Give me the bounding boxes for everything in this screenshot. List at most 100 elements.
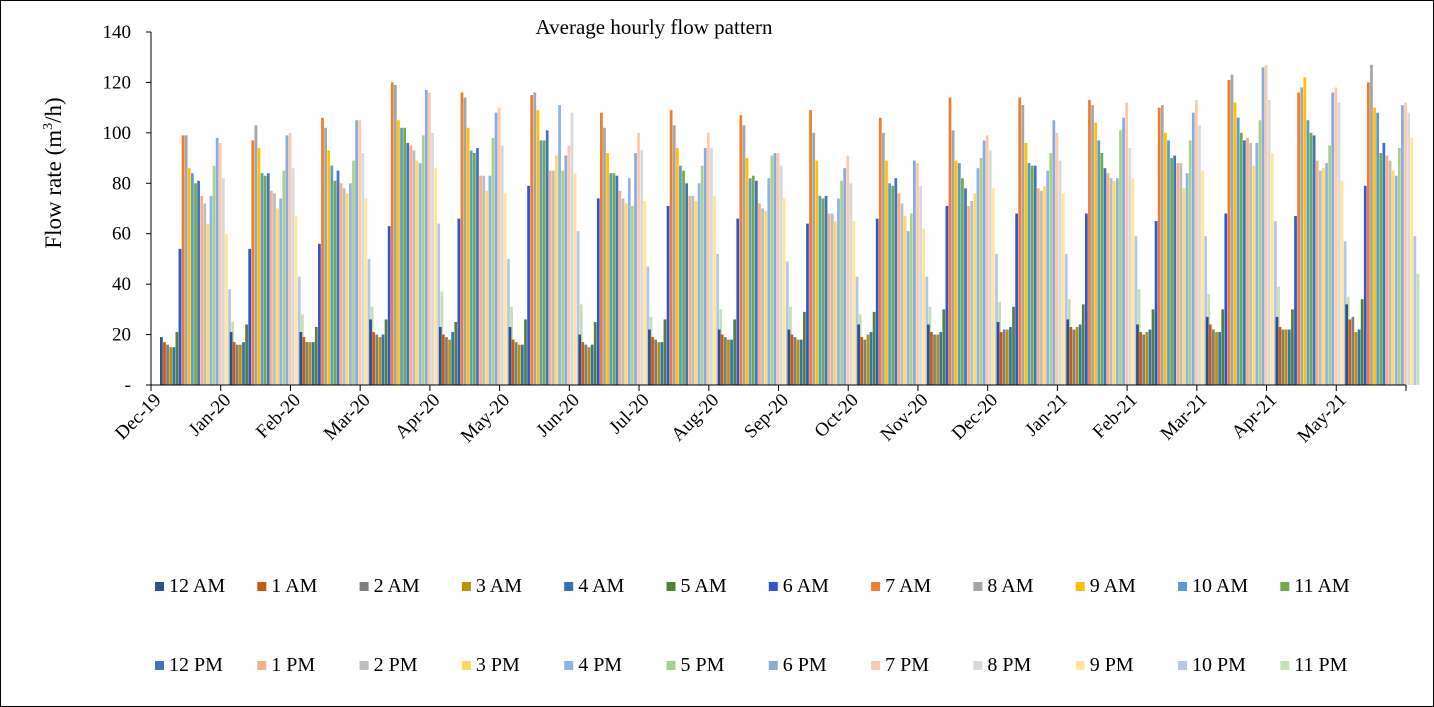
bar-May-21-3PM (1391, 170, 1395, 385)
bar-Dec-19-2AM (166, 344, 169, 385)
bar-Oct-20-2AM (863, 339, 867, 385)
bar-Jan-20-12AM (229, 332, 233, 385)
bar-May-20-2AM (514, 342, 518, 385)
bar-Nov-20-12AM (926, 324, 930, 385)
bar-Dec-20-11AM (1030, 165, 1034, 385)
bar-Nov-20-11PM (998, 301, 1001, 385)
bar-Jul-20-4AM (660, 342, 664, 385)
bar-Jul-20-5AM (663, 319, 667, 385)
legend-swatch (1075, 661, 1085, 670)
bar-Feb-21-6PM (1191, 112, 1195, 385)
bar-Aug-20-11AM (751, 175, 755, 385)
bar-Oct-20-9PM (922, 228, 926, 385)
bar-Oct-20-4PM (906, 231, 910, 385)
bar-Feb-20-10PM (367, 258, 371, 385)
bar-Apr-21-3AM (1284, 329, 1288, 385)
bar-Jul-20-10PM (716, 253, 720, 385)
bar-May-20-10AM (539, 140, 543, 385)
bar-May-20-7PM (567, 145, 571, 385)
bar-Mar-21-3AM (1215, 332, 1218, 385)
bar-Jul-20-7AM (669, 110, 673, 385)
x-tick-label: Feb-21 (1089, 390, 1142, 443)
bar-Nov-20-1PM (967, 205, 970, 385)
bar-Jul-20-1PM (688, 195, 692, 385)
bar-Apr-21-1AM (1278, 327, 1282, 385)
bar-Jan-21-10PM (1134, 236, 1138, 385)
bar-Feb-20-7PM (358, 120, 362, 385)
bar-Nov-20-7PM (985, 135, 989, 385)
bar-Mar-21-1AM (1208, 324, 1212, 385)
bar-May-20-12PM (545, 130, 549, 385)
bar-Apr-20-5PM (491, 137, 495, 385)
bar-Jan-20-8AM (254, 125, 258, 385)
bar-Feb-21-4PM (1185, 173, 1189, 385)
bar-Jan-20-10PM (297, 276, 301, 385)
bar-Aug-20-5AM (733, 319, 737, 385)
bar-Feb-21-8AM (1160, 105, 1164, 386)
bar-Jan-21-3PM (1112, 180, 1116, 385)
legend-swatch (1280, 582, 1290, 591)
bar-Mar-21-9PM (1270, 153, 1274, 385)
bar-Apr-21-7PM (1334, 87, 1338, 385)
bar-Mar-20-6PM (424, 89, 428, 386)
bar-Jan-21-5AM (1081, 304, 1085, 385)
bar-Dec-20-5AM (1012, 306, 1015, 385)
bar-Dec-19-6AM (178, 248, 182, 385)
bar-Oct-20-6PM (913, 160, 916, 385)
bar-Feb-20-11PM (370, 306, 374, 385)
legend-item: 6 PM (768, 654, 827, 676)
legend-label: 2 PM (374, 654, 418, 676)
bar-Apr-20-1PM (479, 175, 482, 385)
bar-May-20-1PM (548, 170, 552, 385)
bar-May-21-8PM (1407, 112, 1411, 385)
bar-Apr-20-12AM (438, 327, 442, 385)
bar-Jan-20-7AM (251, 140, 255, 385)
bar-Nov-20-8PM (988, 150, 992, 385)
bar-Jan-21-8AM (1091, 105, 1094, 386)
bar-May-20-5AM (524, 319, 527, 385)
bar-Nov-20-5AM (942, 309, 946, 385)
bar-Dec-20-4AM (1009, 327, 1012, 385)
bar-Jun-20-8AM (603, 127, 606, 385)
bar-Jan-21-3AM (1075, 327, 1079, 385)
bar-Jan-20-3AM (239, 344, 242, 385)
bar-Sep-20-1PM (827, 213, 831, 385)
bar-May-20-10PM (576, 231, 580, 385)
bar-Apr-20-3AM (448, 339, 451, 385)
bar-May-20-9AM (536, 110, 540, 385)
bar-Oct-20-11PM (928, 306, 932, 385)
bar-Nov-20-7AM (948, 97, 952, 385)
bar-Apr-20-3PM (485, 190, 489, 385)
bar-Feb-21-12PM (1173, 155, 1177, 385)
bar-Mar-20-3PM (415, 160, 419, 385)
bar-Aug-20-4AM (730, 339, 733, 385)
bar-Aug-20-10AM (748, 178, 752, 385)
bar-Feb-21-10AM (1167, 140, 1170, 385)
bar-Dec-20-7PM (1055, 132, 1059, 385)
legend-swatch (666, 582, 676, 591)
bar-Aug-20-8AM (742, 125, 746, 385)
bar-Nov-20-9PM (992, 188, 995, 385)
bar-Mar-20-11PM (440, 291, 444, 385)
y-tick-label: 80 (112, 173, 131, 194)
bar-Feb-20-10AM (330, 165, 334, 385)
bars-group (160, 64, 1420, 386)
bar-Oct-20-6AM (875, 218, 879, 385)
bar-Jul-20-4PM (697, 183, 701, 385)
bar-Oct-20-11AM (891, 185, 895, 385)
bar-Apr-21-10AM (1306, 120, 1310, 385)
bar-Mar-21-12PM (1243, 140, 1246, 385)
bar-Jan-21-4AM (1078, 324, 1082, 385)
bar-Jan-20-2AM (235, 344, 239, 385)
bar-Dec-19-7PM (218, 142, 222, 385)
bar-Jan-21-12PM (1103, 168, 1107, 385)
bar-May-21-3AM (1354, 332, 1358, 385)
x-tick-label: Jan-20 (185, 390, 236, 441)
bar-Oct-20-12AM (857, 324, 860, 385)
bar-Feb-20-3AM (308, 342, 312, 385)
legend-label: 6 AM (783, 575, 829, 597)
bar-Dec-19-10AM (191, 173, 194, 385)
bar-Sep-20-7PM (846, 155, 850, 385)
bar-Oct-20-5AM (872, 311, 876, 385)
bar-Jan-20-11PM (301, 314, 304, 385)
